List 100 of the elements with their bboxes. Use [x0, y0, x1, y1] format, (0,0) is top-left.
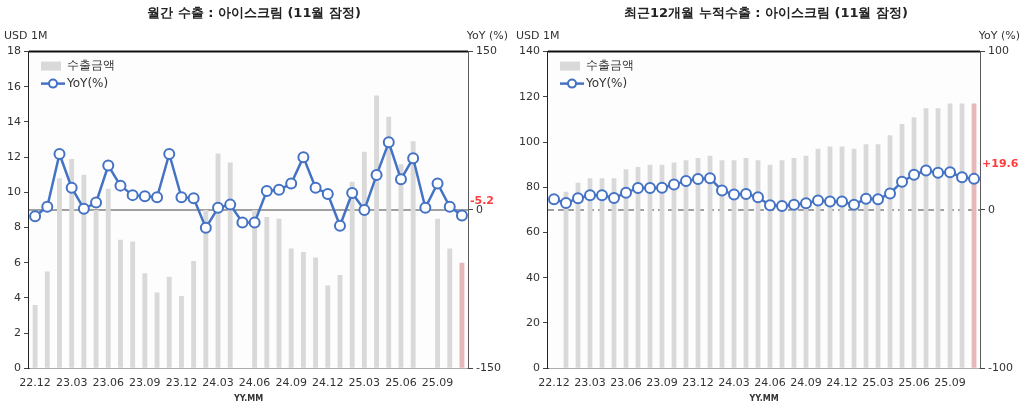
legend-label: YoY(%)	[585, 75, 628, 90]
point	[431, 177, 444, 190]
point	[680, 175, 693, 188]
bar	[105, 188, 111, 368]
point	[776, 200, 789, 213]
y-axis-title: USD 1M	[4, 28, 48, 42]
point	[764, 199, 777, 212]
point	[346, 187, 359, 200]
bar	[264, 216, 270, 368]
y-tick-label: 16	[7, 79, 21, 93]
bar	[313, 257, 319, 368]
y-tick-label: 100	[519, 134, 540, 148]
point	[920, 164, 933, 177]
x-tick-label: 23.09	[646, 375, 678, 389]
y-tick-label: 60	[526, 225, 540, 239]
point	[29, 210, 42, 223]
x-tick-label: 25.03	[862, 375, 894, 389]
point	[716, 184, 729, 197]
bar	[349, 181, 355, 368]
chart-title: 최근12개월 누적수출 : 아이스크림 (11월 잠정)	[624, 5, 908, 21]
point	[102, 159, 115, 172]
point	[956, 171, 969, 184]
point	[740, 188, 753, 201]
point	[358, 203, 371, 216]
point	[212, 201, 225, 214]
point	[309, 181, 322, 194]
x-tick-label: 23.09	[129, 375, 161, 389]
point	[151, 191, 164, 204]
bar	[435, 218, 440, 368]
bar	[69, 158, 75, 368]
x-axis-title: YY.MM	[232, 394, 264, 404]
bar	[252, 209, 258, 368]
y-tick-label: 20	[526, 315, 540, 329]
y2-axis-title: YoY (%)	[977, 28, 1020, 42]
bar	[459, 262, 465, 368]
point	[407, 152, 420, 165]
point	[896, 175, 909, 188]
y-tick-label: 6	[14, 255, 21, 269]
point	[248, 216, 261, 229]
point	[800, 197, 813, 210]
x-tick-label: 23.12	[165, 375, 198, 389]
point	[548, 193, 560, 206]
y-tick-label: 18	[7, 44, 21, 58]
x-tick-label: 25.09	[934, 375, 966, 389]
point	[932, 166, 945, 179]
point	[572, 192, 584, 205]
point	[584, 189, 596, 202]
y2-tick-label: -150	[476, 361, 501, 375]
point	[848, 198, 861, 211]
bar	[44, 271, 50, 368]
chart-title: 월간 수출 : 아이스크림 (11월 잠정)	[147, 5, 361, 21]
point	[236, 216, 249, 229]
point	[668, 178, 681, 191]
point	[656, 181, 669, 194]
x-tick-label: 25.03	[348, 375, 381, 389]
point	[163, 147, 176, 160]
point	[77, 202, 90, 215]
x-tick-label: 24.09	[790, 375, 822, 389]
y-tick-label: 80	[526, 180, 540, 194]
point	[620, 186, 632, 199]
legend-label: YoY(%)	[66, 75, 109, 90]
point	[273, 183, 286, 196]
point	[370, 169, 383, 182]
x-tick-label: 24.12	[312, 375, 344, 389]
bar	[191, 260, 197, 368]
point	[126, 189, 139, 202]
x-tick-label: 24.09	[275, 375, 307, 389]
y-tick-label: 4	[14, 290, 21, 304]
y2-tick-label: -100	[988, 361, 1013, 375]
y-tick-label: 8	[14, 220, 21, 234]
x-tick-label: 22.12	[19, 375, 51, 389]
x-tick-label: 24.06	[238, 375, 271, 389]
point	[560, 196, 572, 209]
point	[90, 196, 103, 209]
bar	[386, 116, 392, 368]
point	[944, 166, 957, 179]
bar	[447, 248, 453, 368]
point	[860, 192, 873, 205]
legend-label: 수출금액	[67, 57, 115, 72]
y2-axis-title: YoY (%)	[465, 28, 508, 42]
data-label: +19.6	[982, 157, 1019, 171]
bar	[410, 141, 416, 368]
bar	[361, 151, 367, 368]
x-tick-label: 23.12	[682, 375, 714, 389]
y2-tick-label: 150	[476, 44, 498, 58]
bar	[325, 285, 331, 368]
point	[884, 187, 897, 200]
x-tick-label: 25.06	[898, 375, 930, 389]
point	[224, 198, 237, 211]
point	[728, 188, 741, 201]
y-axis-title: USD 1M	[516, 28, 560, 42]
y-tick-label: 12	[7, 149, 21, 163]
point	[596, 189, 608, 202]
point	[788, 198, 801, 211]
point	[704, 172, 717, 185]
bar	[32, 304, 38, 368]
x-tick-label: 23.03	[55, 375, 88, 389]
point	[908, 168, 921, 181]
bar	[203, 209, 209, 368]
point	[608, 192, 620, 205]
